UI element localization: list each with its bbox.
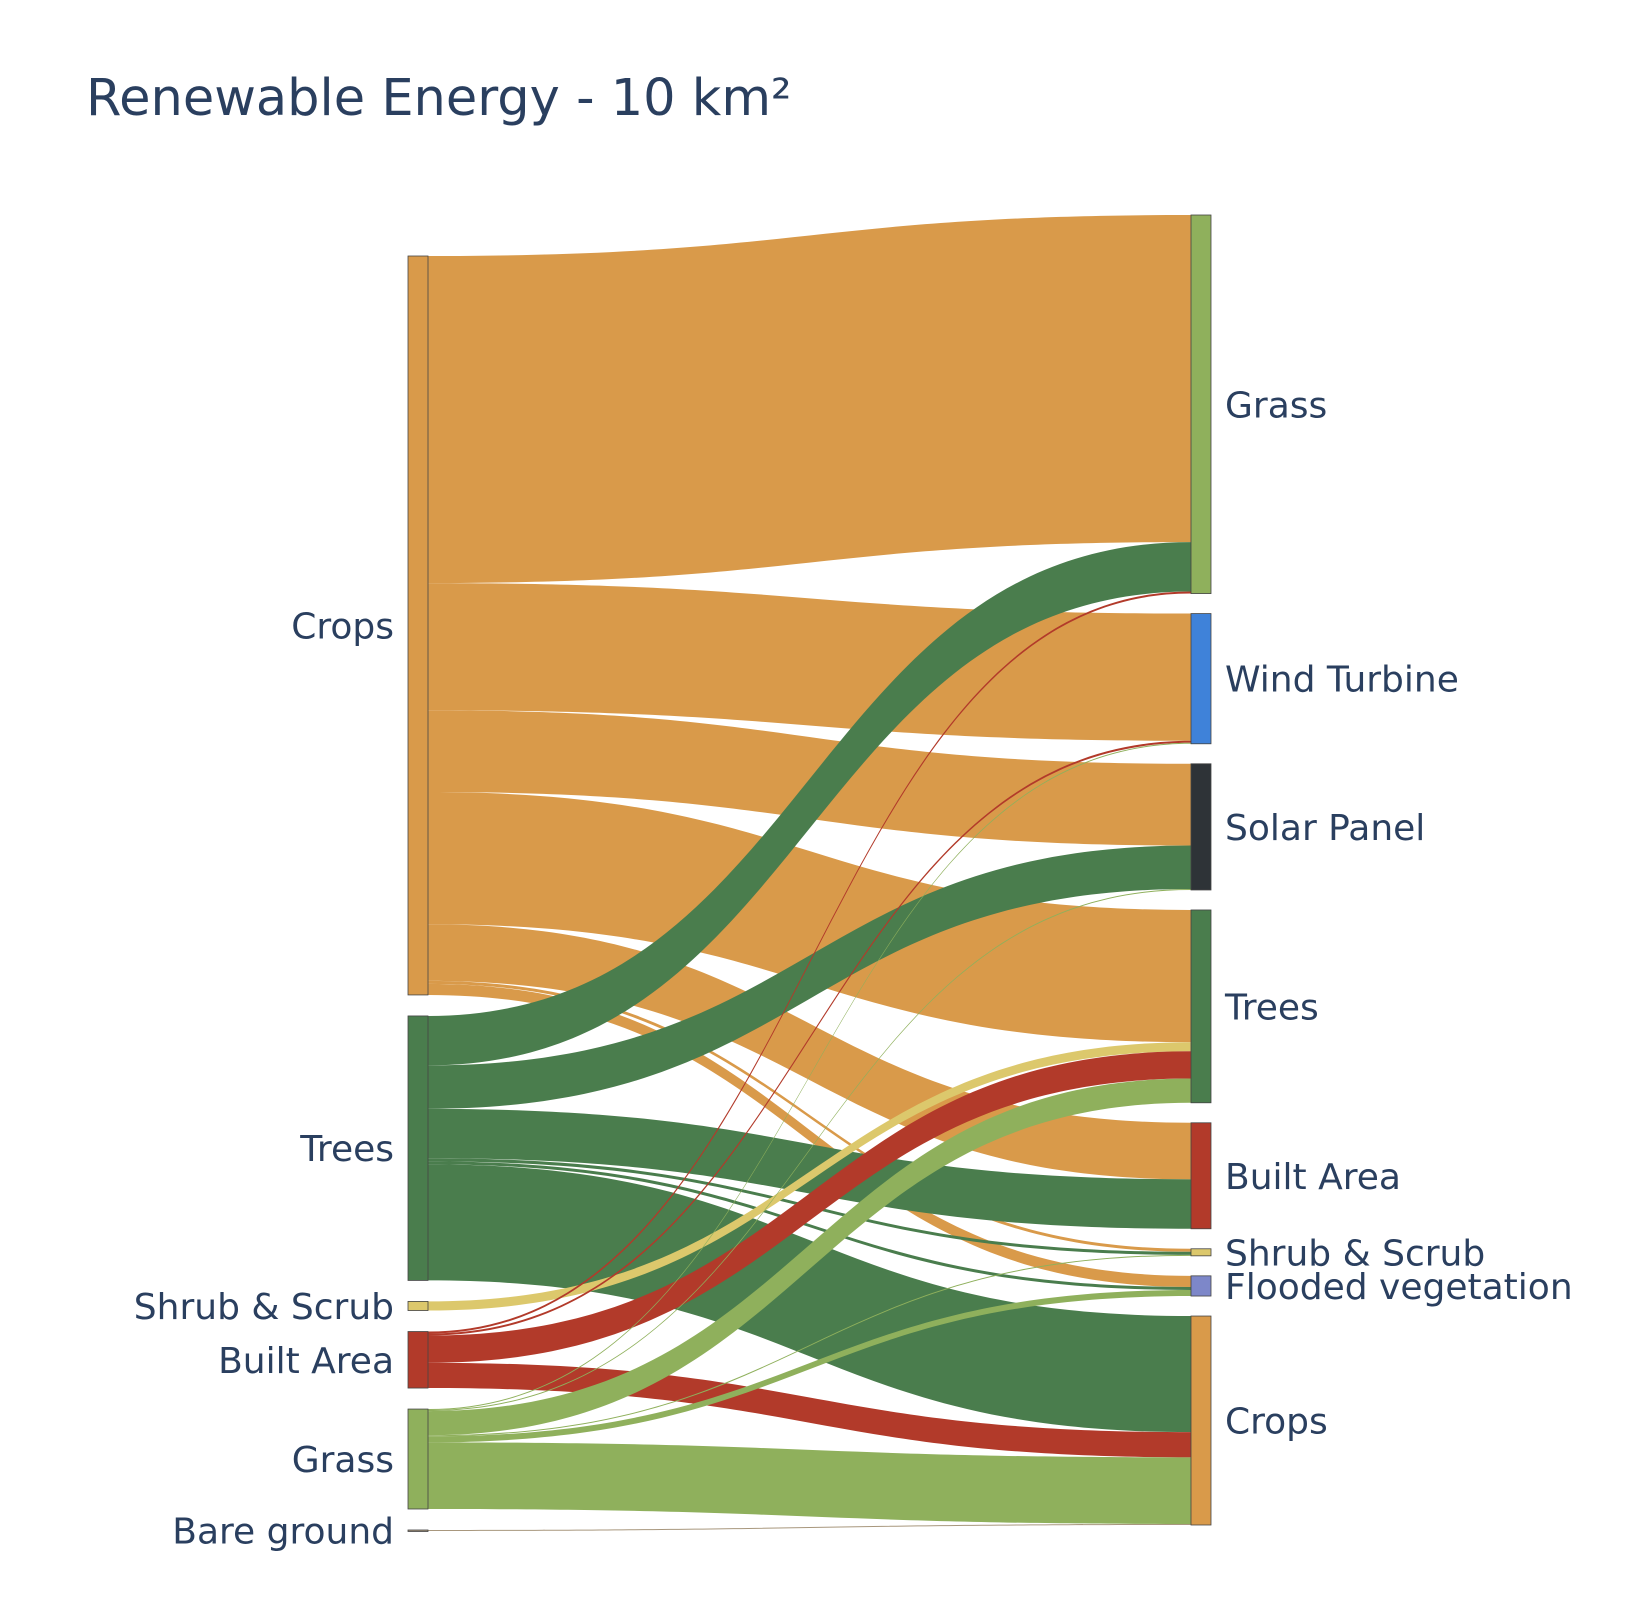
sankey-link-built-to-wind[interactable] xyxy=(428,740,1191,1336)
sankey-link-grass-to-trees[interactable] xyxy=(428,1078,1191,1436)
sankey-link-trees-to-flooded[interactable] xyxy=(428,1161,1191,1290)
sankey-link-trees-to-grass[interactable] xyxy=(428,542,1191,1066)
sankey-link-crops-to-shrub[interactable] xyxy=(428,980,1191,1252)
node-label-tgt-crops: Crops xyxy=(1225,1402,1328,1443)
node-label-tgt-grass: Grass xyxy=(1225,385,1327,426)
node-label-src-grass: Grass xyxy=(292,1440,394,1481)
node-label-tgt-trees: Trees xyxy=(1224,987,1319,1028)
sankey-link-built-to-trees[interactable] xyxy=(428,1051,1191,1363)
node-label-tgt-flooded: Flooded vegetation xyxy=(1225,1267,1573,1308)
sankey-link-built-to-grass[interactable] xyxy=(428,591,1191,1334)
sankey-link-trees-to-crops[interactable] xyxy=(428,1164,1191,1433)
links-layer xyxy=(428,215,1191,1531)
node-label-tgt-wind: Wind Turbine xyxy=(1225,660,1459,701)
sankey-node-src-shrub[interactable] xyxy=(407,1301,429,1311)
sankey-node-tgt-trees[interactable] xyxy=(1190,909,1212,1104)
sankey-node-tgt-flooded[interactable] xyxy=(1190,1275,1212,1297)
sankey-link-trees-to-built[interactable] xyxy=(428,1108,1191,1229)
chart-title: Renewable Energy - 10 km² xyxy=(86,69,791,128)
node-label-src-bare: Bare ground xyxy=(172,1512,394,1553)
sankey-node-src-crops[interactable] xyxy=(407,255,429,996)
sankey-node-src-grass[interactable] xyxy=(407,1408,429,1510)
sankey-node-tgt-solar[interactable] xyxy=(1190,763,1212,891)
sankey-link-shrub-to-trees[interactable] xyxy=(428,1042,1191,1311)
labels-layer: Crops Trees Shrub & Scrub Built Area Grass Ba… xyxy=(134,385,1573,1552)
sankey-node-src-trees[interactable] xyxy=(407,1015,429,1281)
sankey-link-grass-to-solar[interactable] xyxy=(428,888,1191,1412)
sankey-link-bare-to-crops[interactable] xyxy=(428,1523,1191,1531)
sankey-link-grass-to-crops[interactable] xyxy=(428,1442,1191,1524)
sankey-link-grass-to-flooded[interactable] xyxy=(428,1289,1191,1443)
sankey-node-src-bare[interactable] xyxy=(407,1529,429,1532)
sankey-link-crops-to-flooded[interactable] xyxy=(428,983,1191,1287)
node-label-src-crops: Crops xyxy=(291,606,394,647)
node-label-src-trees: Trees xyxy=(299,1129,394,1170)
sankey-link-crops-to-solar[interactable] xyxy=(428,710,1191,846)
node-label-tgt-solar: Solar Panel xyxy=(1225,808,1425,849)
sankey-node-src-built[interactable] xyxy=(407,1331,429,1389)
sankey-link-grass-to-shrub[interactable] xyxy=(428,1254,1191,1437)
sankey-link-grass-to-wind[interactable] xyxy=(428,742,1191,1411)
node-label-tgt-built: Built Area xyxy=(1225,1157,1401,1198)
node-label-src-shrub: Shrub & Scrub xyxy=(134,1287,394,1328)
sankey-link-trees-to-solar[interactable] xyxy=(428,845,1191,1109)
sankey-node-tgt-wind[interactable] xyxy=(1190,613,1212,745)
node-label-src-built: Built Area xyxy=(218,1341,394,1382)
nodes-layer xyxy=(407,214,1212,1532)
sankey-link-crops-to-grass[interactable] xyxy=(428,215,1191,584)
sankey-node-tgt-shrub[interactable] xyxy=(1190,1248,1212,1257)
sankey-link-crops-to-trees[interactable] xyxy=(428,792,1191,1043)
node-label-tgt-shrub: Shrub & Scrub xyxy=(1225,1233,1485,1274)
sankey-node-tgt-grass[interactable] xyxy=(1190,214,1212,594)
sankey-node-tgt-crops[interactable] xyxy=(1190,1315,1212,1526)
sankey-node-tgt-built[interactable] xyxy=(1190,1122,1212,1230)
